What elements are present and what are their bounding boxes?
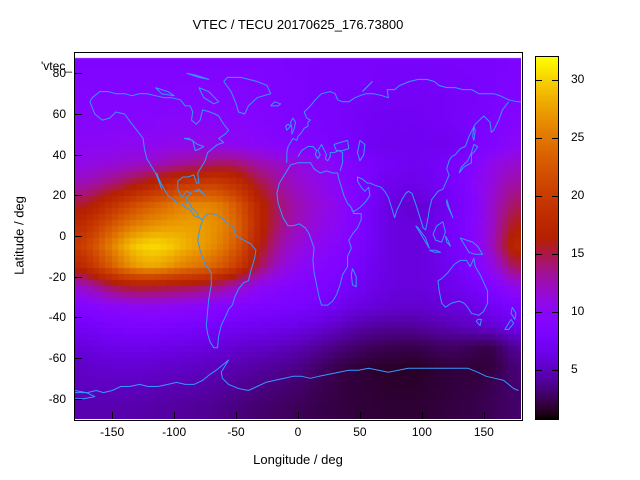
colorbar-tick-label: 30 bbox=[571, 72, 585, 87]
x-tick-label: 150 bbox=[473, 425, 494, 439]
plot-area-border bbox=[74, 52, 523, 421]
x-tick-label: 0 bbox=[294, 425, 302, 439]
x-tick-mark bbox=[483, 412, 485, 419]
x-tick-label: 50 bbox=[353, 425, 367, 439]
y-tick-mark bbox=[75, 73, 82, 75]
y-tick-mark bbox=[75, 398, 82, 400]
x-tick-mark bbox=[421, 412, 423, 419]
y-tick-mark bbox=[75, 195, 82, 197]
y-tick-mark bbox=[75, 236, 82, 237]
y-tick-mark bbox=[75, 154, 82, 156]
y-tick-mark bbox=[75, 317, 82, 319]
x-tick-label: -50 bbox=[227, 425, 245, 439]
x-tick-mark bbox=[359, 412, 361, 419]
colorbar-tick-mark bbox=[536, 138, 542, 140]
y-tick-label: 60 bbox=[52, 107, 66, 121]
y-tick-label: 40 bbox=[52, 147, 66, 162]
colorbar-tick-mark bbox=[552, 196, 558, 198]
y-tick-label: 80 bbox=[52, 66, 66, 81]
y-tick-label: -60 bbox=[48, 351, 66, 365]
y-tick-mark bbox=[75, 114, 82, 115]
x-tick-label: 100 bbox=[411, 425, 432, 439]
colorbar-tick-mark bbox=[552, 138, 558, 140]
colorbar-tick-mark bbox=[536, 254, 542, 256]
colorbar-tick-label: 5 bbox=[571, 362, 578, 377]
colorbar-border bbox=[535, 56, 559, 420]
y-tick-label: 0 bbox=[59, 229, 66, 243]
y-tick-label: -40 bbox=[48, 310, 66, 325]
colorbar-tick-mark bbox=[536, 312, 542, 314]
y-tick-label: -20 bbox=[48, 269, 66, 284]
colorbar-tick-label: 10 bbox=[571, 304, 585, 319]
colorbar-tick-mark bbox=[536, 196, 542, 198]
x-tick-mark bbox=[236, 412, 238, 419]
tec-heatmap-canvas bbox=[75, 53, 521, 419]
colorbar-tick-mark bbox=[552, 370, 558, 372]
colorbar-tick-mark bbox=[536, 370, 542, 372]
chart-title: VTEC / TECU 20170625_176.73800 bbox=[192, 17, 404, 32]
colorbar-tick-label: 15 bbox=[571, 246, 585, 261]
y-axis-label: Latitude / deg bbox=[11, 196, 27, 275]
y-tick-mark bbox=[75, 276, 82, 278]
colorbar-tick-mark bbox=[536, 80, 542, 82]
y-tick-mark bbox=[75, 358, 82, 359]
y-tick-label: -80 bbox=[48, 391, 66, 406]
colorbar-gradient bbox=[536, 57, 558, 419]
x-tick-mark bbox=[112, 412, 114, 419]
key-series-label: 'vtec_ bbox=[41, 59, 72, 73]
colorbar-tick-mark bbox=[552, 254, 558, 256]
x-tick-mark bbox=[174, 412, 176, 419]
x-tick-label: -100 bbox=[162, 425, 187, 439]
colorbar-tick-label: 20 bbox=[571, 188, 585, 203]
y-tick-label: 20 bbox=[52, 188, 66, 203]
x-tick-mark bbox=[298, 412, 299, 419]
colorbar-tick-mark bbox=[552, 80, 558, 82]
x-axis-label: Longitude / deg bbox=[253, 452, 343, 467]
colorbar-tick-label: 25 bbox=[571, 130, 585, 145]
x-tick-label: -150 bbox=[100, 425, 125, 439]
colorbar-tick-mark bbox=[552, 312, 558, 314]
